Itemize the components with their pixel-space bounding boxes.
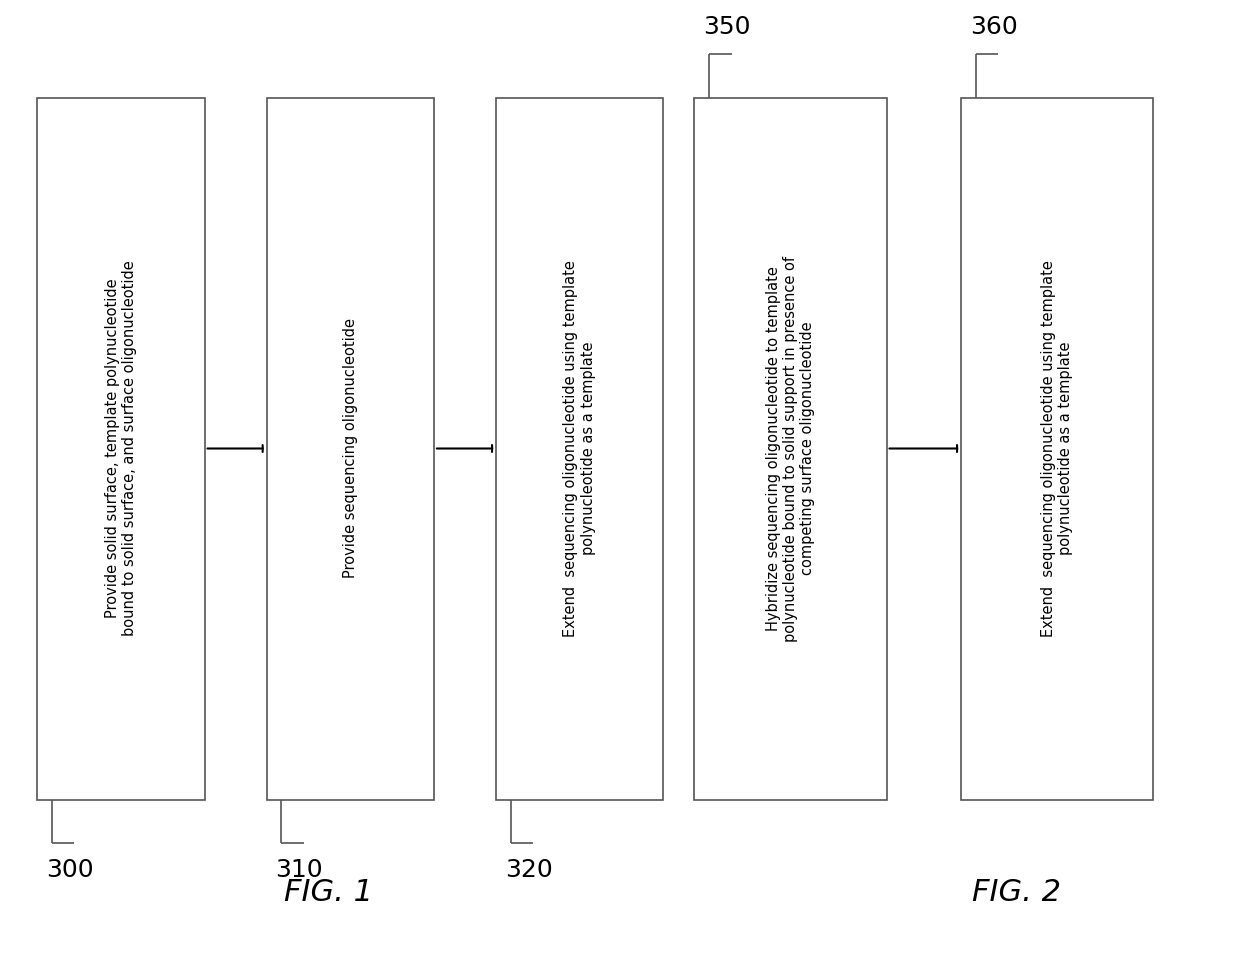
- Text: Provide sequencing oligonucleotide: Provide sequencing oligonucleotide: [342, 319, 358, 578]
- Text: Extend  sequencing oligonucleotide using template
polynucleotide as a template: Extend sequencing oligonucleotide using …: [563, 260, 596, 637]
- Text: Extend  sequencing oligonucleotide using template
polynucleotide as a template: Extend sequencing oligonucleotide using …: [1040, 260, 1074, 637]
- Bar: [496, 98, 663, 800]
- Text: FIG. 2: FIG. 2: [972, 878, 1061, 907]
- Bar: [694, 98, 887, 800]
- Text: Provide solid surface, template polynucleotide
bound to solid surface, and surfa: Provide solid surface, template polynucl…: [104, 260, 138, 637]
- Bar: [37, 98, 205, 800]
- Text: FIG. 1: FIG. 1: [284, 878, 373, 907]
- Text: 360: 360: [970, 15, 1018, 39]
- Bar: [267, 98, 434, 800]
- Bar: [961, 98, 1153, 800]
- Text: 350: 350: [703, 15, 750, 39]
- Text: 310: 310: [275, 858, 322, 882]
- Text: 300: 300: [46, 858, 93, 882]
- Text: 320: 320: [505, 858, 553, 882]
- Text: Hybridize sequencing oligonucleotide to template
polynucleotide bound to solid s: Hybridize sequencing oligonucleotide to …: [765, 255, 816, 642]
